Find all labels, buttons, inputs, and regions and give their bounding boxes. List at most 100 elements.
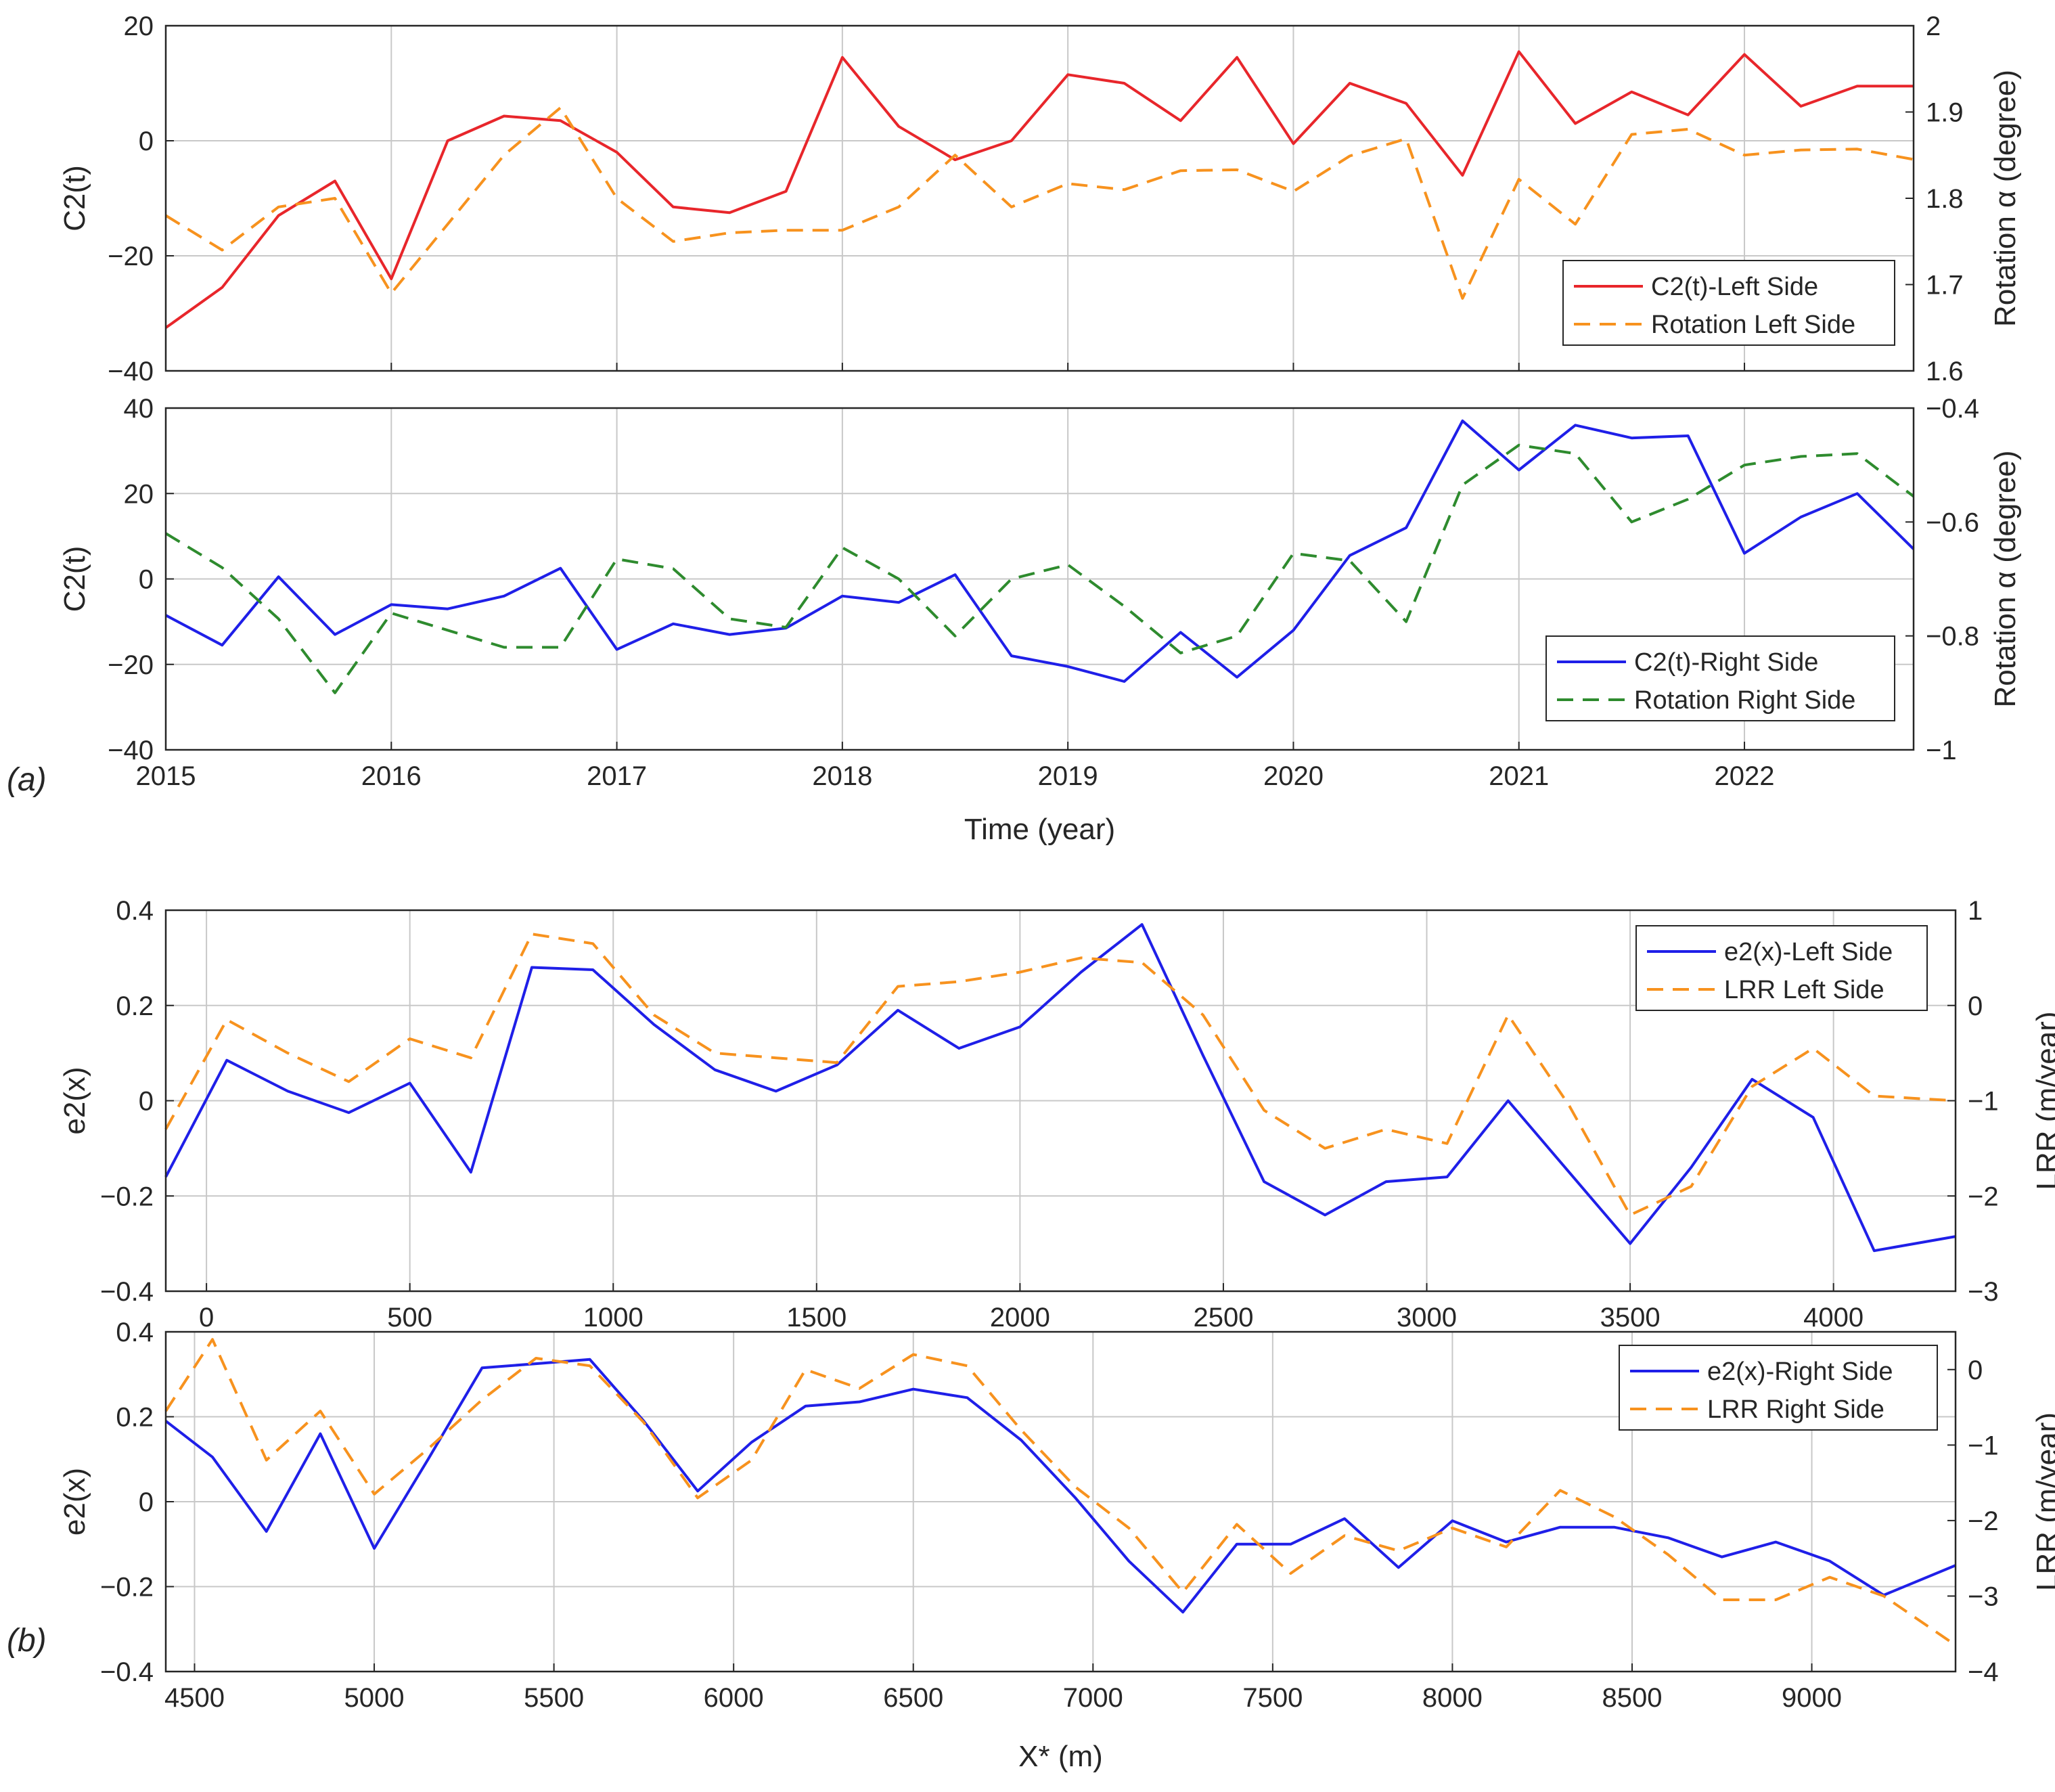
legend-entry: e2(x)-Left Side bbox=[1724, 938, 1893, 966]
y-left-tick-label: −0.2 bbox=[100, 1182, 154, 1211]
x-tick-label: 9000 bbox=[1782, 1683, 1842, 1713]
series-line-c2-t-right-side bbox=[165, 419, 1915, 683]
series-line-c2-t-left-side bbox=[164, 50, 1914, 329]
x-tick-label: 3500 bbox=[1600, 1303, 1661, 1332]
series-line-lrr-right-side bbox=[164, 1338, 1957, 1647]
x-tick-label: 4000 bbox=[1803, 1303, 1864, 1332]
y-left-tick-label: 20 bbox=[124, 479, 154, 509]
y-right-tick-label: 1 bbox=[1968, 896, 1983, 926]
x-tick-label: 2017 bbox=[587, 761, 647, 791]
y-left-tick-label: −0.2 bbox=[100, 1573, 154, 1603]
x-tick-label: 2020 bbox=[1263, 761, 1324, 791]
y-left-tick-label: 40 bbox=[124, 394, 154, 424]
x-axis-title: X* (m) bbox=[1018, 1740, 1103, 1773]
x-tick-label: 2018 bbox=[812, 761, 872, 791]
x-tick-label: 1500 bbox=[786, 1303, 846, 1332]
x-tick-label: 6500 bbox=[883, 1683, 943, 1713]
legend-entry: e2(x)-Right Side bbox=[1707, 1358, 1893, 1386]
axes-frame bbox=[164, 909, 1957, 1293]
x-tick-label: 7000 bbox=[1063, 1683, 1123, 1713]
legend-box bbox=[1619, 1345, 1938, 1431]
x-tick-label: 6000 bbox=[704, 1683, 764, 1713]
y-right-tick-label: −3 bbox=[1968, 1582, 1999, 1611]
y-right-axis-label: Rotation α (degree) bbox=[1989, 70, 2022, 327]
series-line-lrr-left-side bbox=[164, 933, 1956, 1217]
legend-entry: C2(t)-Left Side bbox=[1651, 273, 1818, 301]
x-tick-label: 4500 bbox=[164, 1683, 225, 1713]
legend-box bbox=[1635, 925, 1928, 1011]
y-right-tick-label: 1.7 bbox=[1926, 271, 1964, 300]
y-right-tick-label: 1.9 bbox=[1926, 98, 1964, 128]
y-right-tick-label: 1.6 bbox=[1926, 357, 1964, 386]
legend-box bbox=[1545, 635, 1895, 721]
y-right-tick-label: −0.8 bbox=[1926, 622, 1979, 652]
legend-entry: LRR Right Side bbox=[1707, 1395, 1884, 1424]
y-right-tick-label: 2 bbox=[1926, 12, 1941, 41]
y-left-tick-label: 0.4 bbox=[116, 896, 154, 926]
legend-entry: C2(t)-Right Side bbox=[1634, 648, 1818, 677]
series-line-e2-x-right-side bbox=[164, 1358, 1956, 1614]
x-tick-label: 2000 bbox=[990, 1303, 1050, 1332]
x-tick-label: 7500 bbox=[1242, 1683, 1303, 1713]
x-axis-title: Time (year) bbox=[964, 813, 1115, 846]
y-right-tick-label: −0.4 bbox=[1926, 394, 1979, 424]
y-right-axis-label: LRR (m/year) bbox=[2031, 1011, 2055, 1190]
x-tick-label: 500 bbox=[387, 1303, 432, 1332]
y-left-tick-label: −0.4 bbox=[100, 1277, 154, 1307]
y-left-tick-label: 0 bbox=[139, 1487, 154, 1517]
y-left-tick-label: 0.2 bbox=[116, 1403, 154, 1433]
y-left-tick-label: −20 bbox=[108, 242, 154, 271]
x-tick-label: 2021 bbox=[1489, 761, 1549, 791]
y-right-tick-label: −2 bbox=[1968, 1182, 1999, 1211]
y-left-tick-label: 0 bbox=[139, 565, 154, 595]
x-tick-label: 0 bbox=[199, 1303, 214, 1332]
y-right-tick-label: −1 bbox=[1926, 736, 1957, 765]
x-tick-label: 2022 bbox=[1715, 761, 1775, 791]
y-left-tick-label: 0.4 bbox=[116, 1318, 154, 1347]
y-right-tick-label: 0 bbox=[1968, 991, 1983, 1021]
x-tick-label: 2015 bbox=[136, 761, 196, 791]
x-tick-label: 2016 bbox=[361, 761, 422, 791]
series-line-rotation-right-side bbox=[164, 443, 1915, 694]
legend-entry: Rotation Left Side bbox=[1651, 311, 1855, 339]
y-left-tick-label: 0 bbox=[139, 1087, 154, 1117]
y-right-tick-label: −4 bbox=[1968, 1657, 1999, 1687]
y-left-axis-label: e2(x) bbox=[58, 1067, 91, 1134]
axes-frame bbox=[164, 1330, 1957, 1673]
y-left-tick-label: 20 bbox=[124, 12, 154, 41]
panel-label-a: (a) bbox=[7, 762, 47, 798]
x-tick-label: 5000 bbox=[344, 1683, 405, 1713]
x-tick-label: 8000 bbox=[1422, 1683, 1483, 1713]
y-left-axis-label: e2(x) bbox=[58, 1468, 91, 1536]
y-left-tick-label: −20 bbox=[108, 650, 154, 680]
y-left-tick-label: −40 bbox=[108, 736, 154, 765]
y-right-axis-label: LRR (m/year) bbox=[2031, 1412, 2055, 1591]
x-tick-label: 2500 bbox=[1193, 1303, 1253, 1332]
axes-frame bbox=[164, 407, 1915, 751]
y-left-tick-label: 0 bbox=[139, 127, 154, 156]
y-right-tick-label: −3 bbox=[1968, 1277, 1999, 1307]
y-left-axis-label: C2(t) bbox=[58, 546, 91, 612]
legend-entry: LRR Left Side bbox=[1724, 976, 1884, 1004]
y-left-tick-label: 0.2 bbox=[116, 991, 154, 1021]
x-tick-label: 3000 bbox=[1397, 1303, 1457, 1332]
panel-label-b: (b) bbox=[7, 1623, 47, 1659]
y-right-tick-label: 0 bbox=[1968, 1356, 1983, 1385]
y-left-axis-label: C2(t) bbox=[58, 165, 91, 231]
x-tick-label: 5500 bbox=[524, 1683, 584, 1713]
x-tick-label: 8500 bbox=[1602, 1683, 1662, 1713]
series-line-e2-x-left-side bbox=[164, 923, 1956, 1253]
y-right-tick-label: 1.8 bbox=[1926, 184, 1964, 214]
axes-frame bbox=[164, 24, 1915, 372]
y-right-tick-label: −1 bbox=[1968, 1087, 1999, 1117]
y-right-tick-label: −0.6 bbox=[1926, 508, 1979, 537]
legend-box bbox=[1562, 260, 1895, 346]
y-right-axis-label: Rotation α (degree) bbox=[1989, 450, 2022, 707]
y-right-tick-label: −2 bbox=[1968, 1506, 1999, 1536]
x-tick-label: 2019 bbox=[1038, 761, 1098, 791]
legend-entry: Rotation Right Side bbox=[1634, 686, 1855, 715]
y-left-tick-label: −0.4 bbox=[100, 1657, 154, 1687]
x-tick-label: 1000 bbox=[583, 1303, 643, 1332]
y-left-tick-label: −40 bbox=[108, 357, 154, 386]
